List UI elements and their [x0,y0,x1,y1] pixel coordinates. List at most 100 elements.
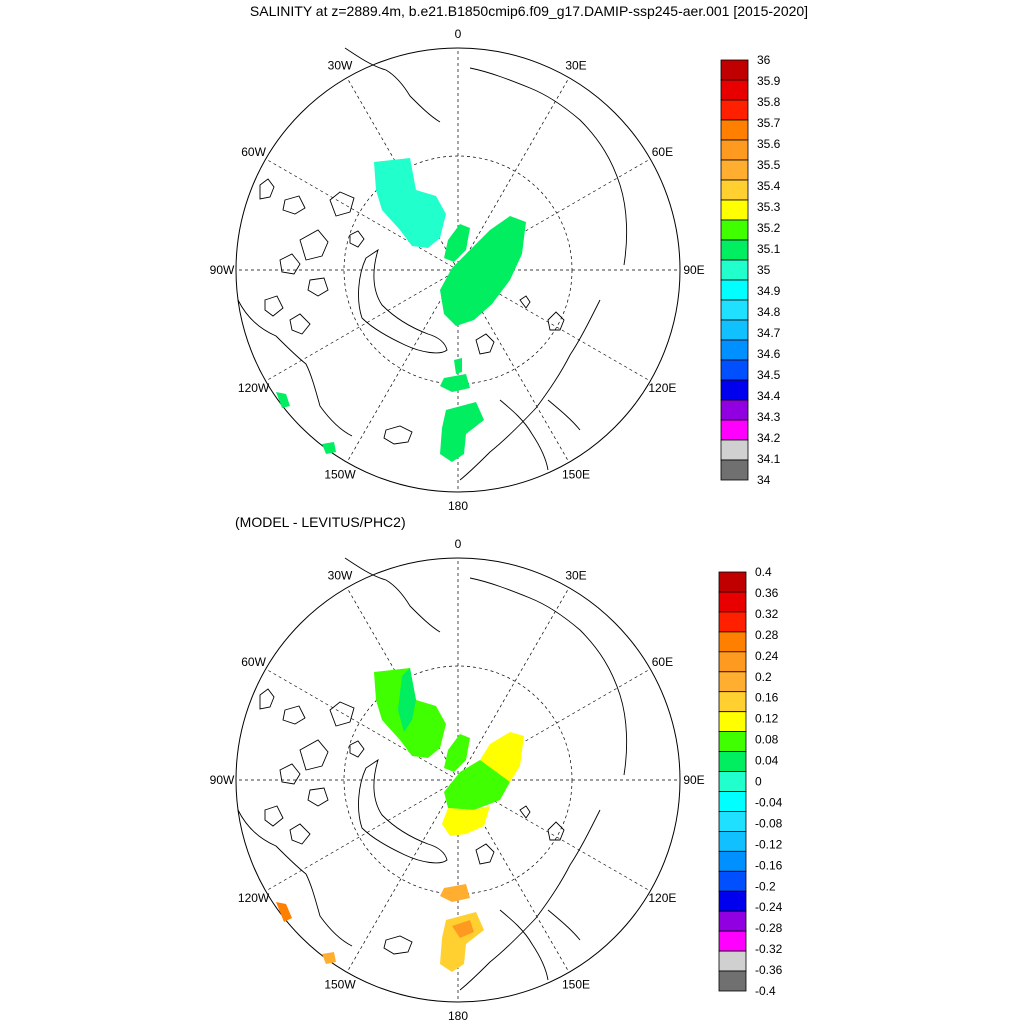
colorbar-label: 35.4 [757,179,781,193]
colorbar: 0.4 0.36 0.32 0.28 0.24 0.2 0.16 0.12 0.08 0.04 0 -… [718,565,783,998]
colorbar-swatch [718,671,747,693]
patch-beaufort [374,158,446,248]
colorbar-label: 35.3 [757,200,781,214]
colorbar-swatch [718,791,747,812]
colorbar-label: 35 [757,263,771,277]
lon-label: 150E [562,467,590,481]
colorbar-label: 34.9 [757,284,781,298]
patch-central-lower [442,806,490,836]
coastline-canada-archipelago [259,688,365,845]
colorbar-swatch [720,139,749,161]
colorbar: 36 35.9 35.8 35.7 35.6 35.5 35.4 35.3 35.2 35.1 35… [720,53,781,487]
lon-label: 150W [324,977,356,991]
coastline-scandinavia [499,909,581,981]
colorbar-swatch [718,870,747,892]
patch-atlantic [322,952,336,964]
patch-small-3 [440,884,470,902]
data-patches [276,668,524,972]
colorbar-swatch [720,79,749,101]
colorbar-swatch [718,571,747,593]
colorbar-swatch [718,890,747,912]
colorbar-swatch [718,751,747,772]
colorbar-swatch [718,651,747,673]
coastline-svalbard [475,805,565,865]
colorbar-label: 0.16 [755,691,779,705]
colorbar-swatch [720,339,749,361]
salinity-map: 180 150E 120E 90E 60E 30E 0 30W 60W 90W 120W 150W 3… [210,27,781,513]
colorbar-swatch [720,259,749,281]
colorbar-label: 35.7 [757,116,781,130]
colorbar-label: 0.36 [755,586,779,600]
lon-label: 90W [210,263,235,277]
colorbar-swatch [718,930,747,952]
colorbar-swatch [720,119,749,141]
colorbar-swatch [720,399,749,421]
lon-label: 30E [565,569,586,583]
lon-label: 30W [328,59,353,73]
lon-labels: 180 150E 120E 90E 60E 30E 0 30W 60W 90W 120W 150W [210,27,705,513]
colorbar-swatch [718,850,747,872]
lon-label: 120W [238,891,270,905]
colorbar-swatch [718,711,747,733]
colorbar-label: 34.8 [757,305,781,319]
patch-central [440,216,526,326]
colorbar-swatch [718,811,747,832]
colorbar-label: 35.9 [757,74,781,88]
colorbar-swatch [720,419,749,441]
patch-nordic [440,912,484,972]
coastline-greenland [358,248,448,354]
colorbar-label: 35.5 [757,158,781,172]
meridian-line [457,587,570,781]
colorbar-label: 35.6 [757,137,781,151]
latitude-circle [343,665,573,895]
colorbar-swatch [720,459,749,481]
colorbar-label: -0.2 [755,879,776,893]
colorbar-label: 34.6 [757,347,781,361]
colorbar-label: 34.3 [757,410,781,424]
coastline-scandinavia [499,399,581,471]
patch-small-2 [454,358,462,374]
coastline-greenland [358,758,448,864]
coastline-north-america [237,809,353,947]
patch-small-3 [440,374,470,392]
colorbar-label: 34.5 [757,368,781,382]
lon-label: 0 [455,27,462,41]
patch-small-1 [444,734,470,772]
colorbar-swatch [718,831,747,852]
lon-label: 60E [652,145,673,159]
meridian-line [346,779,459,973]
difference-subtitle: (MODEL - LEVITUS/PHC2) [235,514,406,530]
colorbar-swatch [718,910,747,932]
coastline-siberia [469,577,628,776]
colorbar-label: 0.2 [755,670,772,684]
patch-small-1 [444,224,470,262]
colorbar-label: -0.16 [755,858,783,872]
patch-nordic-core [452,920,474,938]
colorbar-swatch [720,359,749,381]
colorbar-swatch [718,611,747,633]
lon-label: 0 [455,537,462,551]
colorbar-label: 0.32 [755,607,779,621]
colorbar-label: 36 [757,53,771,67]
lon-label: 120E [648,891,676,905]
colorbar-label: -0.32 [755,942,783,956]
coastline-alaska [344,47,441,123]
colorbar-swatch [718,591,747,613]
patch-atlantic [322,442,336,454]
coastline-north-america [237,299,353,437]
data-patches [276,158,526,462]
colorbar-label: 34.2 [757,431,781,445]
colorbar-label: 35.8 [757,95,781,109]
colorbar-swatch [718,731,747,752]
lon-label: 180 [448,499,468,513]
difference-map: 180 150E 120E 90E 60E 30E 0 30W 60W 90W 120W 150W 0… [210,537,783,1023]
patch-beaufort-edge [398,668,416,732]
colorbar-label: 34 [757,473,771,487]
lon-labels: 180 150E 120E 90E 60E 30E 0 30W 60W 90W 120W 150W [210,537,705,1023]
lon-label: 30W [328,569,353,583]
colorbar-label: 35.1 [757,242,781,256]
coastline-iceland [383,425,413,445]
lon-label: 60W [241,655,266,669]
colorbar-label: 34.4 [757,389,781,403]
patch-labrador [276,392,290,408]
